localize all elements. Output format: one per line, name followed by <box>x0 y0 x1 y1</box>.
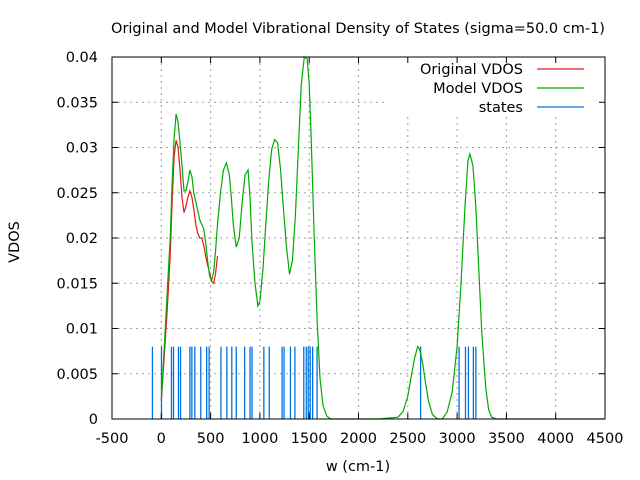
legend-label: states <box>479 100 523 116</box>
x-tick-label: 0 <box>157 431 166 447</box>
states-impulses <box>151 346 477 419</box>
y-tick-label: 0.005 <box>56 367 98 383</box>
y-tick-labels: 0 0.005 0.01 0.015 0.02 0.025 0.03 0.035 0.04 <box>56 50 98 428</box>
grid-lines <box>112 57 605 419</box>
x-tick-label: 2500 <box>389 431 426 447</box>
chart-title: Original and Model Vibrational Density o… <box>111 21 605 37</box>
x-tick-label: 3000 <box>439 431 476 447</box>
x-tick-label: 1500 <box>291 431 328 447</box>
legend-label: Model VDOS <box>433 81 523 97</box>
x-tick-label: 1000 <box>241 431 278 447</box>
tick-marks <box>111 56 606 420</box>
y-tick-label: 0 <box>89 412 98 428</box>
x-tick-label: 4000 <box>537 431 574 447</box>
y-tick-label: 0.02 <box>66 231 98 247</box>
x-axis-label: w (cm-1) <box>326 459 390 475</box>
x-tick-label: 3500 <box>488 431 525 447</box>
x-tick-label: 4500 <box>587 431 624 447</box>
y-axis-label: VDOS <box>7 221 23 263</box>
x-tick-label: 500 <box>197 431 225 447</box>
y-tick-label: 0.04 <box>66 50 98 66</box>
y-tick-label: 0.015 <box>56 276 98 292</box>
y-tick-label: 0.03 <box>66 141 98 157</box>
x-tick-label: 2000 <box>340 431 377 447</box>
legend: Original VDOS Model VDOS states <box>420 62 584 116</box>
x-tick-labels: -500 0 500 1000 1500 2000 2500 3000 3500 4000 4500 <box>96 431 624 447</box>
legend-label: Original VDOS <box>420 62 523 78</box>
y-tick-label: 0.01 <box>66 322 98 338</box>
y-tick-label: 0.025 <box>56 186 98 202</box>
x-tick-label: -500 <box>96 431 129 447</box>
y-tick-label: 0.035 <box>56 95 98 111</box>
